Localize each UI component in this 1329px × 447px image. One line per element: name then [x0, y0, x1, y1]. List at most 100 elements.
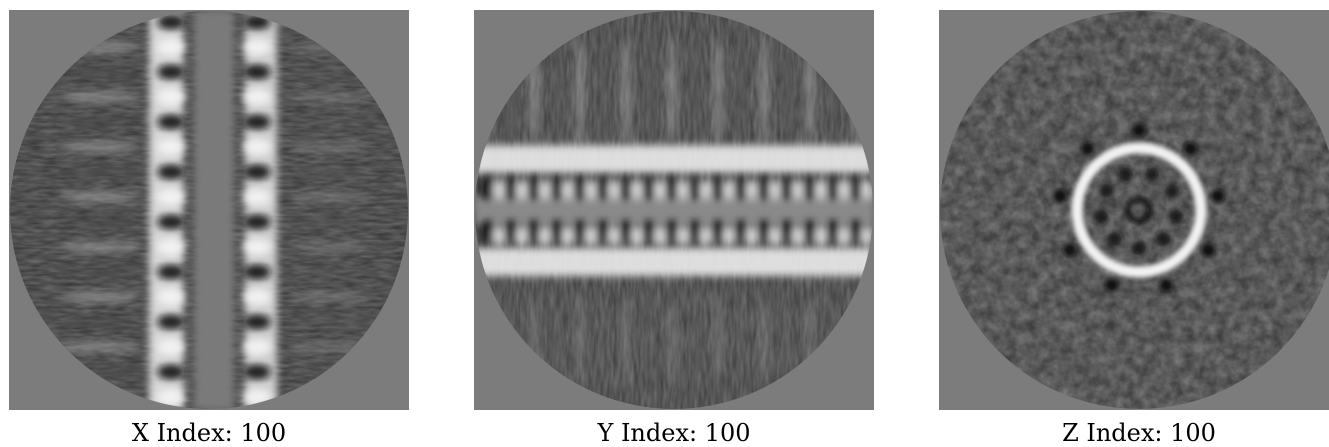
texture-blob [782, 35, 792, 145]
texture-blob [713, 35, 723, 145]
texture-blob [289, 242, 369, 252]
texture-blob [690, 295, 700, 385]
texture-blob [861, 180, 873, 200]
texture-blob [1164, 184, 1179, 199]
texture-blob [723, 180, 735, 200]
texture-blob [157, 114, 185, 130]
texture-blob [585, 180, 597, 200]
texture-blob [59, 242, 139, 252]
texture-blob [59, 67, 139, 77]
texture-blob [1104, 278, 1119, 293]
texture-blob [157, 264, 185, 280]
texture-blob [734, 220, 748, 244]
texture-blob [700, 226, 712, 246]
texture-blob [746, 226, 758, 246]
texture-blob [1107, 232, 1122, 247]
texture-blob [631, 180, 643, 200]
slice-panel-x: X Index: 100 [9, 10, 409, 447]
texture-blob [59, 117, 139, 127]
texture-blob [157, 89, 185, 105]
texture-blob [1080, 141, 1095, 156]
texture-blob [289, 192, 369, 202]
texture-blob [1099, 183, 1114, 198]
texture-blob [289, 167, 369, 177]
texture-blob [769, 180, 781, 200]
texture-blob [157, 39, 185, 55]
texture-blob [1094, 209, 1109, 224]
texture-blob [677, 226, 689, 246]
texture-blob [59, 342, 139, 352]
texture-blob [826, 220, 840, 244]
texture-blob [157, 164, 185, 180]
texture-blob [1201, 243, 1216, 257]
texture-blob [539, 226, 551, 246]
texture-blob [59, 217, 139, 227]
texture-blob [289, 142, 369, 152]
texture-blob [504, 220, 518, 244]
texture-blob [677, 180, 689, 200]
texture-blob [792, 226, 804, 246]
texture-blob [289, 317, 369, 327]
texture-blob [769, 226, 781, 246]
texture-blob [504, 176, 518, 200]
texture-blob [759, 295, 769, 385]
texture-blob [1145, 167, 1160, 182]
texture-blob [157, 214, 185, 230]
texture-blob [59, 267, 139, 277]
texture-blob [849, 176, 863, 200]
texture-blob [573, 220, 587, 244]
texture-blob [562, 226, 574, 246]
texture-blob [1132, 123, 1146, 137]
texture-blob [157, 289, 185, 305]
texture-blob [654, 180, 666, 200]
texture-blob [621, 295, 631, 385]
texture-blob [289, 342, 369, 352]
texture-blob [243, 39, 271, 55]
texture-blob [734, 176, 748, 200]
texture-blob [1210, 189, 1225, 204]
texture-blob [243, 139, 271, 155]
texture-blob [803, 220, 817, 244]
texture-blob [792, 180, 804, 200]
texture-blob [736, 35, 746, 145]
texture-blob [289, 117, 369, 127]
texture-blob [608, 180, 620, 200]
texture-blob [243, 314, 271, 330]
texture-blob [243, 289, 271, 305]
texture-blob [527, 176, 541, 200]
texture-blob [289, 217, 369, 227]
texture-blob [157, 139, 185, 155]
texture-blob [516, 226, 528, 246]
texture-blob [598, 35, 608, 145]
texture-blob [243, 214, 271, 230]
texture-blob [644, 295, 654, 385]
texture-blob [815, 226, 827, 246]
texture-blob [1119, 167, 1134, 182]
slice-image-x [9, 10, 409, 410]
slice-panel-y: Y Index: 100 [474, 10, 874, 447]
texture-blob [757, 220, 771, 244]
texture-blob [157, 339, 185, 355]
texture-blob [815, 180, 827, 200]
texture-blob [803, 176, 817, 200]
texture-blob [642, 176, 656, 200]
slice-caption-z: Z Index: 100 [1062, 419, 1216, 447]
texture-blob [665, 176, 679, 200]
texture-blob [644, 35, 654, 145]
texture-blob [562, 180, 574, 200]
texture-blob [746, 180, 758, 200]
texture-blob [598, 295, 608, 385]
texture-blob [1156, 232, 1171, 247]
texture-blob [157, 314, 185, 330]
texture-blob [157, 189, 185, 205]
texture-blob [289, 92, 369, 102]
texture-blob [243, 114, 271, 130]
texture-blob [826, 176, 840, 200]
texture-blob [59, 92, 139, 102]
texture-blob [157, 364, 185, 380]
texture-blob [552, 295, 562, 385]
texture-blob [619, 220, 633, 244]
texture-blob [838, 226, 850, 246]
texture-blob [157, 14, 185, 30]
texture-blob [575, 295, 585, 385]
